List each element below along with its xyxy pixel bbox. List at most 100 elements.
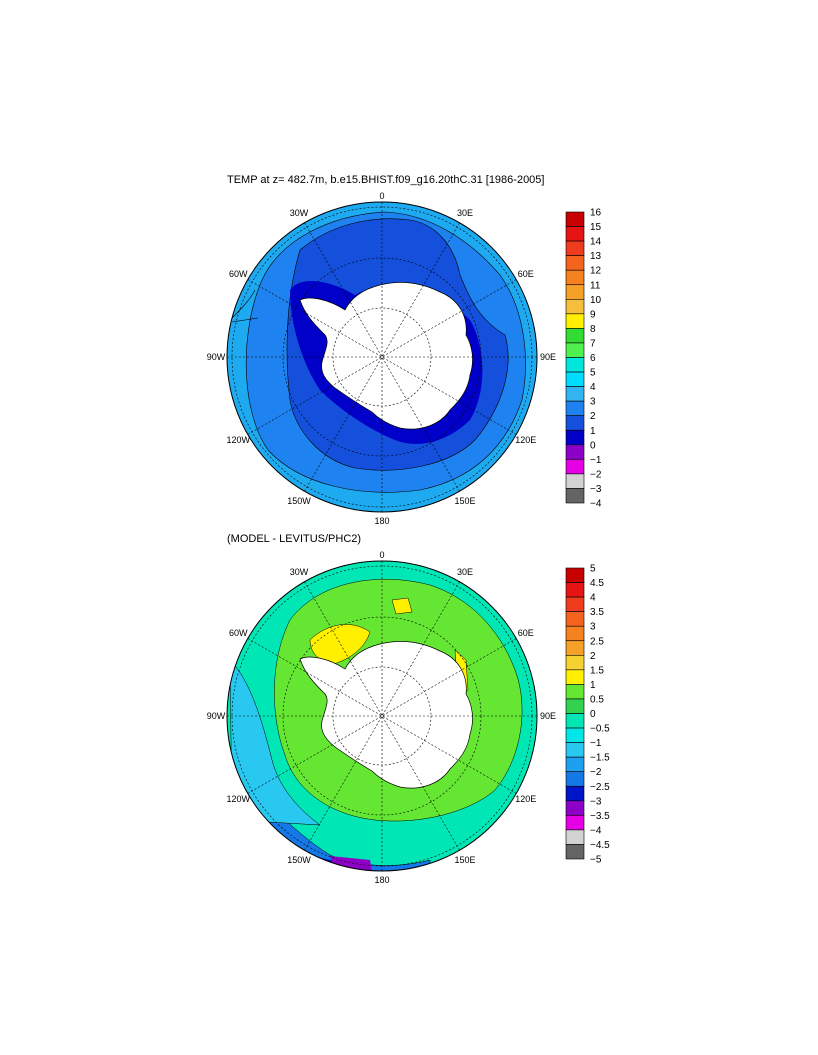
lon-label: 90W xyxy=(207,352,226,362)
colorbar-swatch xyxy=(565,211,585,227)
colorbar-tick-label: 9 xyxy=(590,309,596,320)
colorbar-tick-label: 0 xyxy=(590,440,596,451)
colorbar-tick-label: 6 xyxy=(590,353,596,364)
lon-label: 30W xyxy=(290,208,309,218)
lon-label: 150E xyxy=(454,855,475,865)
colorbar-tick-label: 2.5 xyxy=(590,636,604,647)
colorbar-tick-label: 4 xyxy=(590,382,596,393)
lon-label: 120E xyxy=(515,794,536,804)
colorbar-swatch xyxy=(565,415,585,431)
colorbar-tick-label: 4 xyxy=(590,593,596,604)
lon-label: 120W xyxy=(226,435,250,445)
colorbar-swatch xyxy=(565,400,585,416)
colorbar-tick-label: 10 xyxy=(590,295,602,306)
colorbar-tick-label: 8 xyxy=(590,324,596,335)
lon-label: 150W xyxy=(287,496,311,506)
colorbar-swatch xyxy=(565,269,585,286)
lon-label: 30E xyxy=(457,208,473,218)
colorbar-swatch xyxy=(565,596,585,612)
colorbar-tick-label: 5 xyxy=(590,564,596,575)
map-border-temp xyxy=(226,201,538,513)
colorbar-tick-label: −2 xyxy=(590,767,602,778)
lon-label: 30E xyxy=(457,567,473,577)
colorbar-tick-label: −1.5 xyxy=(590,753,610,764)
colorbar-swatch xyxy=(565,654,585,671)
lon-label: 150W xyxy=(287,855,311,865)
colorbar-swatch xyxy=(565,669,585,685)
panel-title-temp: TEMP at z= 482.7m, b.e15.BHIST.f09_g16.2… xyxy=(227,174,545,186)
panel-title-diff: (MODEL - LEVITUS/PHC2) xyxy=(227,533,362,545)
colorbar-tick-label: 14 xyxy=(590,237,602,248)
colorbar-tick-label: 12 xyxy=(590,266,602,277)
colorbar-swatch xyxy=(565,357,585,373)
graticule-temp xyxy=(227,202,537,512)
colorbar-tick-label: −4 xyxy=(590,499,602,510)
colorbar-swatch xyxy=(565,328,585,344)
lon-label: 0 xyxy=(379,191,384,201)
colorbar-tick-label: −5 xyxy=(590,855,602,866)
colorbar-swatch xyxy=(565,255,585,271)
colorbar-swatch xyxy=(565,756,585,773)
lon-labels-temp: 0 30E 60E 90E 120E 150E 180 150W 120W 90W 60W 30W xyxy=(207,191,556,526)
lon-label: 90E xyxy=(540,711,556,721)
colorbar-swatch xyxy=(565,800,585,816)
lon-label: 60E xyxy=(518,628,534,638)
colorbar-swatch xyxy=(565,371,585,387)
colorbar-swatch xyxy=(565,240,585,256)
lon-label: 90W xyxy=(207,711,226,721)
colorbar-tick-label: 11 xyxy=(590,280,601,291)
colorbar-swatch xyxy=(565,386,585,402)
colorbar-swatch xyxy=(565,785,585,802)
colorbar-swatch xyxy=(565,684,585,700)
colorbar-swatch xyxy=(565,582,585,598)
colorbar-tick-label: 5 xyxy=(590,368,596,379)
lon-label: 30W xyxy=(290,567,309,577)
colorbar-swatch xyxy=(565,284,585,300)
colorbar-swatch xyxy=(565,342,585,358)
colorbar-tick-label: −4.5 xyxy=(590,840,610,851)
colorbar-swatch xyxy=(565,713,585,729)
colorbar-tick-label: 0 xyxy=(590,709,596,720)
lon-label: 60E xyxy=(518,269,534,279)
colorbar-swatch xyxy=(565,444,585,460)
map-border-diff xyxy=(226,560,538,872)
colorbar-tick-label: 1.5 xyxy=(590,665,604,676)
colorbar-tick-label: −2.5 xyxy=(590,782,610,793)
colorbar-swatch xyxy=(565,313,585,329)
colorbar-tick-label: −3 xyxy=(590,796,602,807)
colorbar-swatch xyxy=(565,742,585,758)
colorbar-tick-label: −4 xyxy=(590,825,602,836)
lon-label: 90E xyxy=(540,352,556,362)
colorbar-tick-label: −1 xyxy=(590,738,602,749)
colorbar-diff: 5 4.5 4 3.5 3 2.5 2 1.5 1 0.5 0 −0.5 −1 −1.5 −2 −2.5 −3 −… xyxy=(565,564,610,866)
colorbar-tick-label: 13 xyxy=(590,251,602,262)
coastline-south-america xyxy=(231,289,259,323)
lon-label: 180 xyxy=(374,516,389,526)
colorbar-tick-label: 1 xyxy=(590,680,596,691)
colorbar-swatch xyxy=(565,226,585,242)
colorbar-tick-label: 2 xyxy=(590,411,596,422)
graticule-diff xyxy=(227,561,537,871)
lon-label: 60W xyxy=(229,628,248,638)
lon-label: 150E xyxy=(454,496,475,506)
colorbar-tick-label: 4.5 xyxy=(590,578,604,589)
colorbar-tick-label: 3.5 xyxy=(590,607,604,618)
colorbar-tick-label: 1 xyxy=(590,426,596,437)
lon-label: 120E xyxy=(515,435,536,445)
colorbar-swatch xyxy=(565,815,585,831)
colorbar-swatch xyxy=(565,698,585,714)
map-diff: 0 30E 60E 90E 120E 150E 180 150W 120W 90W 60W 30W 5… xyxy=(207,550,610,885)
colorbar-tick-label: 3 xyxy=(590,622,596,633)
colorbar-swatch xyxy=(565,625,585,642)
colorbar-tick-label: 0.5 xyxy=(590,694,604,705)
colorbar-swatch xyxy=(565,459,585,475)
antarctica-landmass xyxy=(299,282,473,430)
colorbar-swatch xyxy=(565,298,585,315)
colorbar-tick-label: 2 xyxy=(590,651,596,662)
colorbar-swatch xyxy=(565,488,585,504)
colorbar-swatch xyxy=(565,771,585,787)
colorbar-swatch xyxy=(565,473,585,489)
